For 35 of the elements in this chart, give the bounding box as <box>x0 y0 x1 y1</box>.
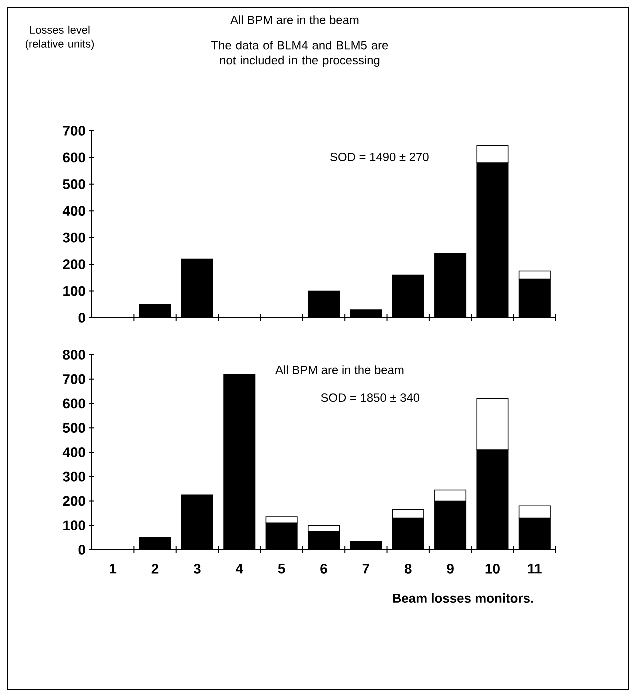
x-tick-label: 9 <box>447 564 454 574</box>
y-tick-label: 500 <box>63 423 86 434</box>
y-tick-label: 100 <box>64 520 86 531</box>
x-tick-label: 2 <box>152 564 159 574</box>
y-tick-label: 400 <box>62 448 86 458</box>
annotation: SOD = 1850 ± 340 <box>321 394 420 402</box>
y-tick-label: 300 <box>63 472 86 482</box>
y-tick-label: 700 <box>63 126 86 136</box>
x-tick-label: 5 <box>278 564 286 574</box>
y-tick-label: 400 <box>62 206 86 216</box>
text: All BPM are in the beam <box>276 366 404 374</box>
chart-title: All BPM are in the beam <box>230 16 359 24</box>
y-tick-label: 500 <box>63 179 86 190</box>
y-tick-label: 100 <box>64 286 86 296</box>
x-tick-label: 6 <box>320 564 328 574</box>
x-tick-label: 4 <box>236 564 244 574</box>
y-tick-label: 600 <box>63 398 86 409</box>
annotation: SOD = 1490 ± 270 <box>330 152 429 162</box>
x-tick-label: 3 <box>194 564 201 574</box>
y-tick-label: 200 <box>63 260 86 270</box>
y-tick-label: 200 <box>63 496 86 506</box>
x-tick-label: 7 <box>362 564 370 574</box>
x-axis-title: Beam losses monitors. <box>393 594 534 604</box>
y-tick-label: 0 <box>78 313 86 323</box>
y-tick-label: 600 <box>63 152 86 163</box>
x-tick-label: 11 <box>528 564 542 574</box>
y-tick-label: 0 <box>78 545 86 555</box>
y-tick-label: 700 <box>63 374 86 384</box>
x-tick-label: 1 <box>110 564 117 574</box>
y-tick-label: 300 <box>63 232 86 243</box>
chart-subtitle: The data of BLM4 and BLM5 are not included in the processing <box>212 40 388 68</box>
x-tick-label: 8 <box>404 564 412 574</box>
x-tick-label: 10 <box>486 564 500 574</box>
y-axis-title: Losses level (relative units) <box>26 26 94 50</box>
y-tick-label: 800 <box>63 350 86 360</box>
